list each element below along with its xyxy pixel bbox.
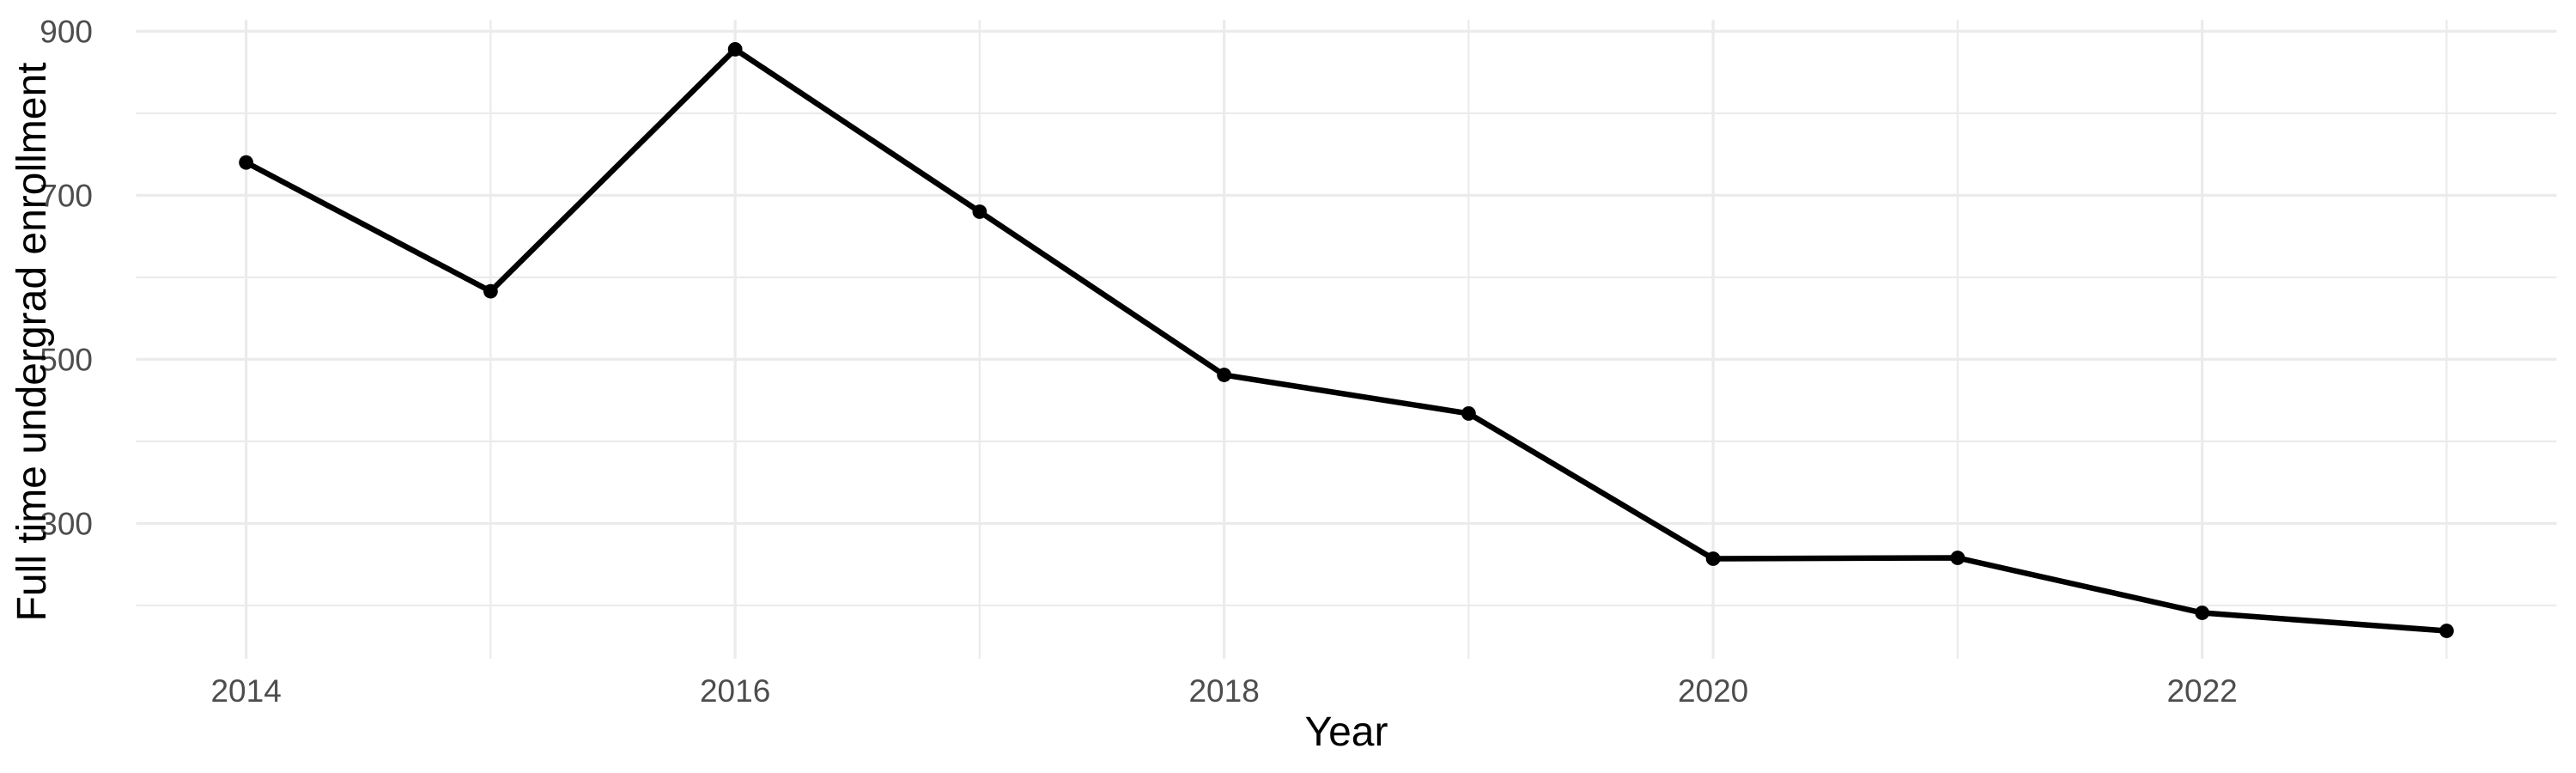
data-point — [2439, 624, 2454, 638]
data-point — [483, 283, 498, 299]
gridlines-minor — [136, 20, 2557, 659]
data-point — [727, 41, 743, 57]
data-point — [1950, 551, 1965, 565]
enrollment-line-series — [239, 41, 2454, 638]
x-tick-label: 2020 — [1678, 673, 1748, 709]
x-tick-label: 2018 — [1188, 673, 1259, 709]
y-axis-title: Full time undergrad enrollment — [9, 63, 55, 622]
data-point — [1217, 368, 1232, 382]
y-axis-tick-labels: 300 500 700 900 — [39, 14, 93, 541]
y-tick-label: 500 — [39, 342, 93, 377]
enrollment-trend-line — [245, 46, 2447, 634]
x-axis-tick-labels: 2014 2016 2018 2020 2022 — [210, 673, 2237, 709]
data-point — [972, 204, 987, 219]
data-point — [239, 155, 254, 170]
x-axis-title: Year — [1305, 709, 1388, 755]
data-point — [1461, 406, 1476, 421]
data-point — [2195, 606, 2210, 620]
x-tick-label: 2022 — [2166, 673, 2237, 709]
y-tick-label: 900 — [39, 14, 93, 49]
y-tick-label: 700 — [39, 178, 93, 213]
x-tick-label: 2016 — [700, 673, 770, 709]
data-point — [1705, 551, 1721, 566]
x-tick-label: 2014 — [210, 673, 281, 709]
gridlines-major — [136, 20, 2557, 659]
y-tick-label: 300 — [39, 506, 93, 541]
